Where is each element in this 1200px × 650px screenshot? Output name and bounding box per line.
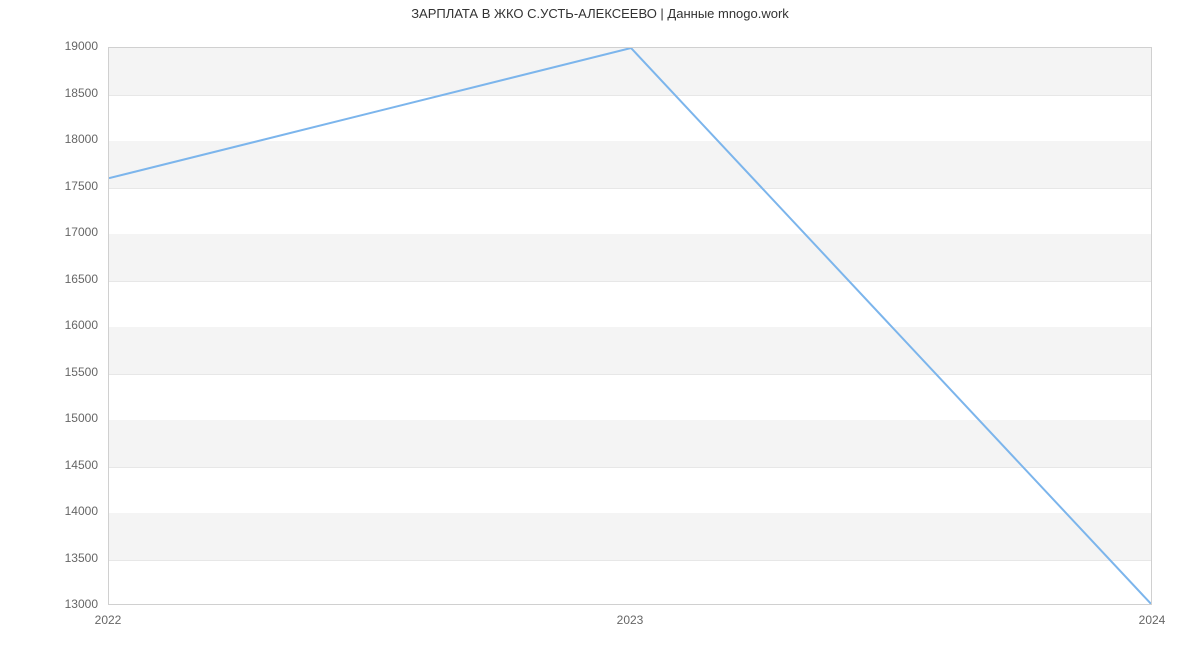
x-tick-label: 2024 bbox=[1139, 613, 1166, 627]
line-series bbox=[109, 48, 1152, 605]
y-tick-label: 15000 bbox=[0, 411, 98, 425]
y-tick-label: 13500 bbox=[0, 551, 98, 565]
chart-title: ЗАРПЛАТА В ЖКО С.УСТЬ-АЛЕКСЕЕВО | Данные… bbox=[0, 6, 1200, 21]
y-tick-label: 17500 bbox=[0, 179, 98, 193]
y-tick-label: 13000 bbox=[0, 597, 98, 611]
y-tick-label: 18500 bbox=[0, 86, 98, 100]
x-tick-label: 2022 bbox=[95, 613, 122, 627]
y-tick-label: 14500 bbox=[0, 458, 98, 472]
plot-area bbox=[108, 47, 1152, 605]
y-tick-label: 18000 bbox=[0, 132, 98, 146]
y-tick-label: 15500 bbox=[0, 365, 98, 379]
y-tick-label: 17000 bbox=[0, 225, 98, 239]
y-tick-label: 16500 bbox=[0, 272, 98, 286]
y-tick-label: 16000 bbox=[0, 318, 98, 332]
salary-chart: ЗАРПЛАТА В ЖКО С.УСТЬ-АЛЕКСЕЕВО | Данные… bbox=[0, 0, 1200, 650]
y-tick-label: 14000 bbox=[0, 504, 98, 518]
y-tick-label: 19000 bbox=[0, 39, 98, 53]
x-tick-label: 2023 bbox=[617, 613, 644, 627]
